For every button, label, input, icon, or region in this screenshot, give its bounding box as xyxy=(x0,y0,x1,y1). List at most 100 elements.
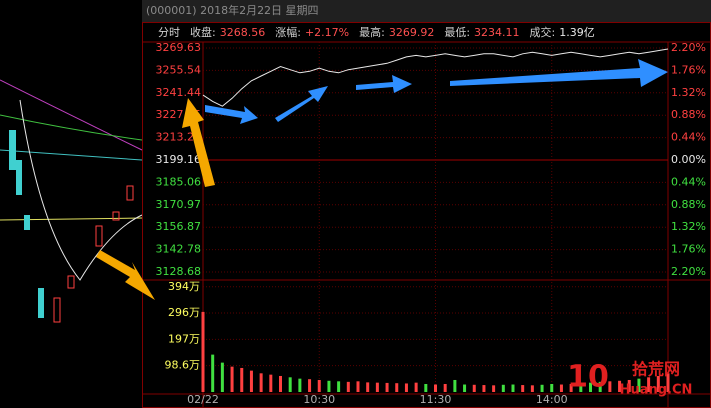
volume-bar xyxy=(666,373,670,392)
volume-tick-label: 296万 xyxy=(168,306,200,319)
info-value: +2.17% xyxy=(305,26,349,39)
volume-bar xyxy=(414,382,418,392)
volume-bar xyxy=(559,384,563,392)
volume-bar xyxy=(443,383,447,392)
arrow xyxy=(275,86,328,122)
x-tick-label: 11:30 xyxy=(420,393,452,406)
volume-bar xyxy=(337,381,341,392)
info-label: 最低: xyxy=(444,26,470,39)
candle xyxy=(9,130,16,170)
volume-bar xyxy=(279,375,282,392)
x-tick-label: 14:00 xyxy=(536,393,568,406)
volume-bar xyxy=(550,383,554,392)
y-tick-label: 3156.87 xyxy=(156,220,202,233)
y2-tick-label: 0.00% xyxy=(671,153,706,166)
volume-bar xyxy=(308,379,312,392)
mode-label: 分时 xyxy=(158,26,180,39)
volume-bar xyxy=(404,383,408,392)
volume-bar xyxy=(511,384,515,392)
volume-bar xyxy=(240,367,244,392)
y2-tick-label: 0.44% xyxy=(671,131,706,144)
price-line xyxy=(202,48,669,107)
y-tick-label: 3185.06 xyxy=(156,175,202,188)
info-label: 收盘: xyxy=(190,25,216,39)
ma-line xyxy=(0,217,143,221)
ma-line xyxy=(19,99,143,281)
volume-bar xyxy=(521,385,525,392)
candle xyxy=(95,225,103,247)
volume-bar xyxy=(608,381,612,392)
logo-name: 拾荒网 xyxy=(632,360,680,379)
volume-bar xyxy=(220,362,224,392)
logo: 10 拾荒网 Huang.CN xyxy=(567,360,692,398)
annotation-arrows xyxy=(96,59,668,300)
volume-bar xyxy=(375,382,379,392)
y-tick-label: 3269.63 xyxy=(156,41,202,54)
volume-bar xyxy=(230,366,234,392)
volume-bar xyxy=(627,379,631,392)
volume-bar xyxy=(317,379,321,392)
candle xyxy=(112,211,120,221)
y-tick-label: 3255.54 xyxy=(156,63,202,76)
volume-bar xyxy=(434,384,437,392)
volume-bar xyxy=(472,384,476,392)
y-tick-label: 3142.78 xyxy=(156,243,202,256)
volume-bar xyxy=(288,377,292,392)
volume-bar xyxy=(647,377,651,392)
y2-tick-label: 0.44% xyxy=(671,175,706,188)
volume-bar xyxy=(424,383,428,392)
header-title: (000001) 2018年2月22日 星期四 xyxy=(146,3,319,17)
volume-bar xyxy=(501,384,505,392)
volume-bar xyxy=(569,383,573,392)
info-label: 涨幅: xyxy=(275,26,301,39)
logo-site: Huang.CN xyxy=(620,383,693,398)
y2-tick-label: 1.76% xyxy=(671,243,706,256)
volume-tick-label: 394万 xyxy=(168,280,200,293)
volume-bar xyxy=(395,383,399,392)
y2-tick-label: 0.88% xyxy=(671,198,706,211)
y-tick-label: 3213.25 xyxy=(156,131,202,144)
candle xyxy=(38,288,44,318)
ma-line xyxy=(0,79,143,151)
volume-bar xyxy=(656,375,660,392)
y2-tick-label: 1.76% xyxy=(671,63,706,76)
y2-tick-label: 0.88% xyxy=(671,108,706,121)
candle xyxy=(24,215,30,230)
y-tick-label: 3199.16 xyxy=(156,153,202,166)
info-value: 3269.92 xyxy=(389,26,435,39)
volume-bar xyxy=(298,378,302,392)
arrow xyxy=(356,75,412,93)
volume-bar xyxy=(463,384,467,392)
logo-mark: 10 xyxy=(567,360,609,395)
candle xyxy=(126,185,134,201)
volume-bar xyxy=(637,378,641,392)
y2-tick-label: 2.20% xyxy=(671,265,706,278)
info-value: 1.39亿 xyxy=(559,26,595,39)
ma-line xyxy=(0,114,143,141)
volume-bar xyxy=(356,381,360,392)
info-value: 3268.56 xyxy=(220,26,266,39)
volume-bar xyxy=(385,382,389,392)
candle xyxy=(53,297,61,323)
volume-bar xyxy=(453,379,457,392)
volume-bar xyxy=(530,385,534,392)
volume-bar xyxy=(269,374,273,392)
arrow xyxy=(182,98,215,187)
volume-bar xyxy=(211,354,215,392)
volume-bar xyxy=(618,380,622,392)
volume-bar xyxy=(482,385,486,392)
volume-bar xyxy=(249,370,253,392)
arrow xyxy=(450,59,668,87)
candle xyxy=(16,160,22,195)
volume-bar xyxy=(201,311,205,392)
volume-bar xyxy=(259,373,263,392)
info-row: 收盘: 3268.56 涨幅: +2.17% 最高: 3269.92 最低: 3234.11 成… xyxy=(190,25,595,39)
left-kline-panel xyxy=(0,79,143,323)
info-label: 最高: xyxy=(359,25,385,39)
y-tick-label: 3170.97 xyxy=(156,198,202,211)
x-tick-label: 02/22 xyxy=(187,393,219,406)
volume-bar xyxy=(598,381,602,392)
candle xyxy=(67,275,75,289)
